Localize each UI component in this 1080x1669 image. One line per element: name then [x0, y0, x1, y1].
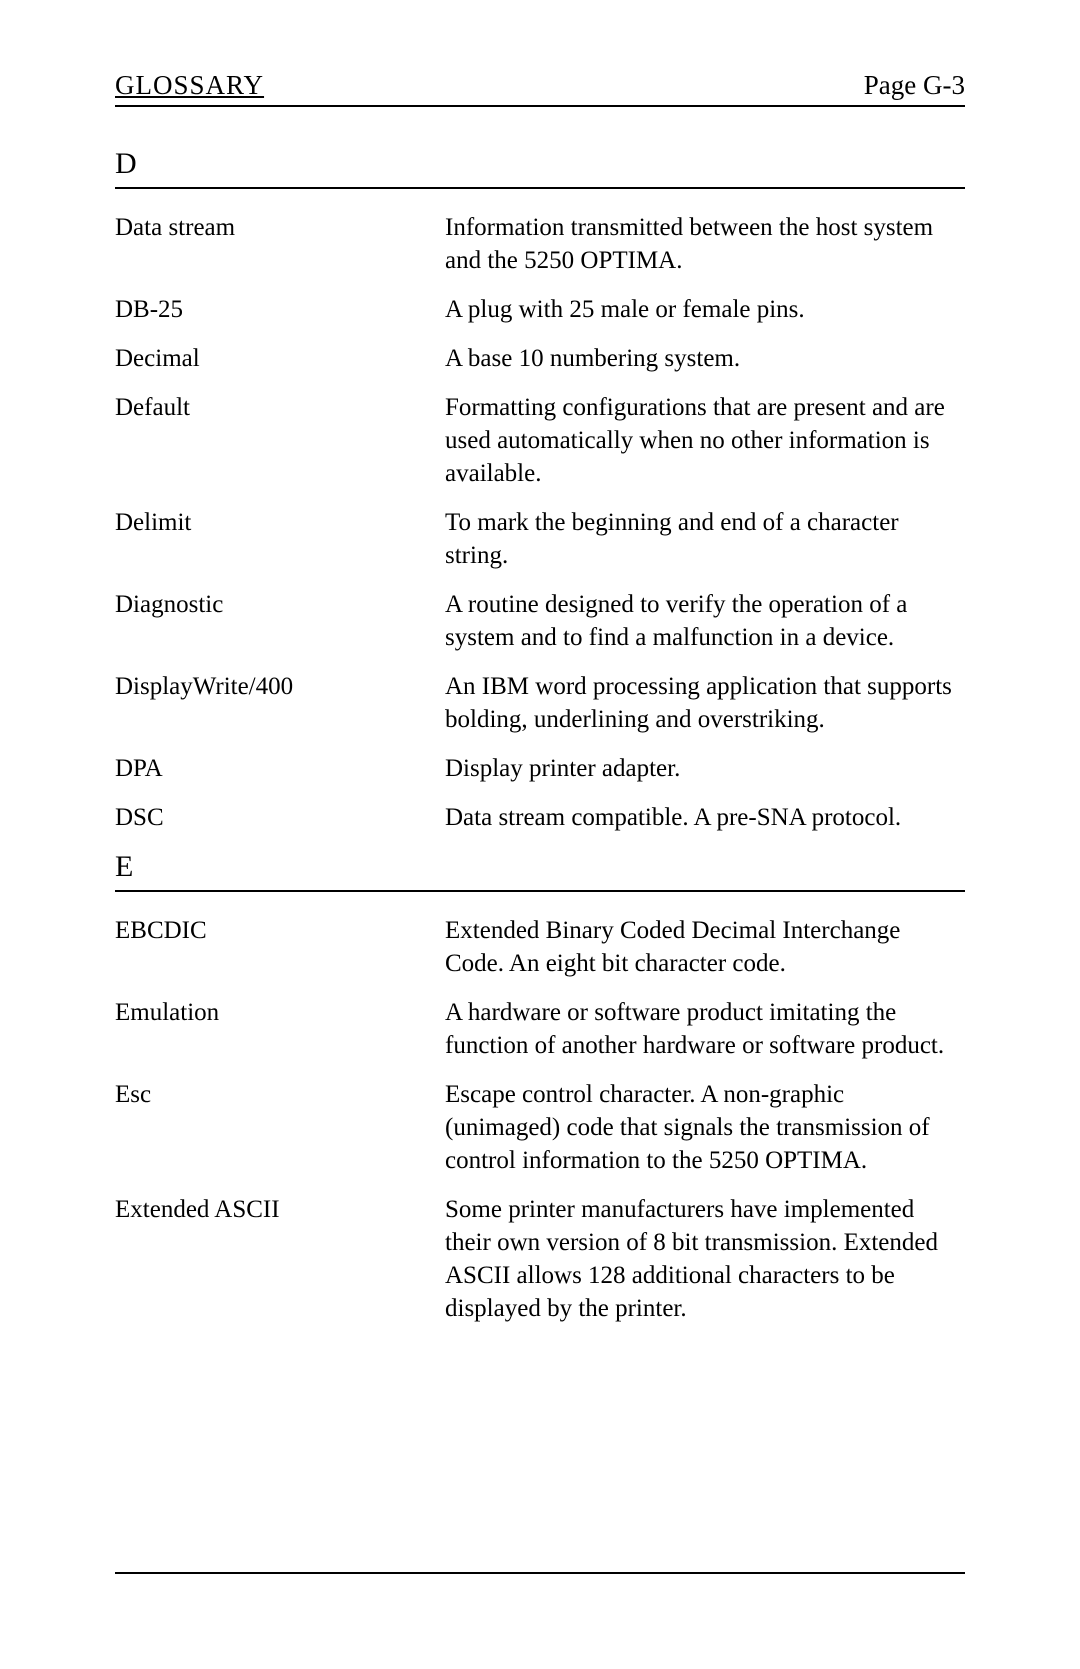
section-letter-d: D	[115, 147, 965, 189]
glossary-definition: A base 10 numbering system.	[445, 342, 965, 375]
glossary-term: DPA	[115, 752, 445, 785]
glossary-entry: Default Formatting configurations that a…	[115, 391, 965, 490]
glossary-entry: Data stream Information transmitted betw…	[115, 211, 965, 277]
glossary-term: EBCDIC	[115, 914, 445, 980]
glossary-definition: A hardware or software product imitating…	[445, 996, 965, 1062]
glossary-definition: Data stream compatible. A pre-SNA protoc…	[445, 801, 965, 834]
glossary-entry: DB-25 A plug with 25 male or female pins…	[115, 293, 965, 326]
glossary-term: Diagnostic	[115, 588, 445, 654]
glossary-term: Data stream	[115, 211, 445, 277]
glossary-term: DSC	[115, 801, 445, 834]
glossary-definition: Some printer manufacturers have implemen…	[445, 1193, 965, 1325]
glossary-term: Default	[115, 391, 445, 490]
glossary-term: Delimit	[115, 506, 445, 572]
header-title: GLOSSARY	[115, 70, 264, 101]
glossary-entry: DisplayWrite/400 An IBM word processing …	[115, 670, 965, 736]
glossary-definition: Display printer adapter.	[445, 752, 965, 785]
glossary-term: Emulation	[115, 996, 445, 1062]
glossary-term: DB-25	[115, 293, 445, 326]
glossary-definition: A plug with 25 male or female pins.	[445, 293, 965, 326]
glossary-definition: Formatting configurations that are prese…	[445, 391, 965, 490]
glossary-term: Decimal	[115, 342, 445, 375]
glossary-entry: Delimit To mark the beginning and end of…	[115, 506, 965, 572]
page-header: GLOSSARY Page G-3	[115, 70, 965, 107]
glossary-entry: Decimal A base 10 numbering system.	[115, 342, 965, 375]
glossary-entry: DSC Data stream compatible. A pre-SNA pr…	[115, 801, 965, 834]
glossary-definition: A routine designed to verify the operati…	[445, 588, 965, 654]
header-page-number: Page G-3	[864, 70, 965, 101]
glossary-entry: Emulation A hardware or software product…	[115, 996, 965, 1062]
glossary-entry: DPA Display printer adapter.	[115, 752, 965, 785]
glossary-entry: Diagnostic A routine designed to verify …	[115, 588, 965, 654]
glossary-definition: Escape control character. A non-graphic …	[445, 1078, 965, 1177]
section-letter-e: E	[115, 850, 965, 892]
glossary-definition: Extended Binary Coded Decimal Interchang…	[445, 914, 965, 980]
glossary-term: Esc	[115, 1078, 445, 1177]
glossary-entry: EBCDIC Extended Binary Coded Decimal Int…	[115, 914, 965, 980]
glossary-definition: To mark the beginning and end of a chara…	[445, 506, 965, 572]
glossary-entry: Esc Escape control character. A non-grap…	[115, 1078, 965, 1177]
glossary-term: Extended ASCII	[115, 1193, 445, 1325]
glossary-term: DisplayWrite/400	[115, 670, 445, 736]
glossary-entry: Extended ASCII Some printer manufacturer…	[115, 1193, 965, 1325]
glossary-definition: An IBM word processing application that …	[445, 670, 965, 736]
footer-rule	[115, 1572, 965, 1574]
glossary-content: D Data stream Information transmitted be…	[115, 147, 965, 1325]
glossary-definition: Information transmitted between the host…	[445, 211, 965, 277]
